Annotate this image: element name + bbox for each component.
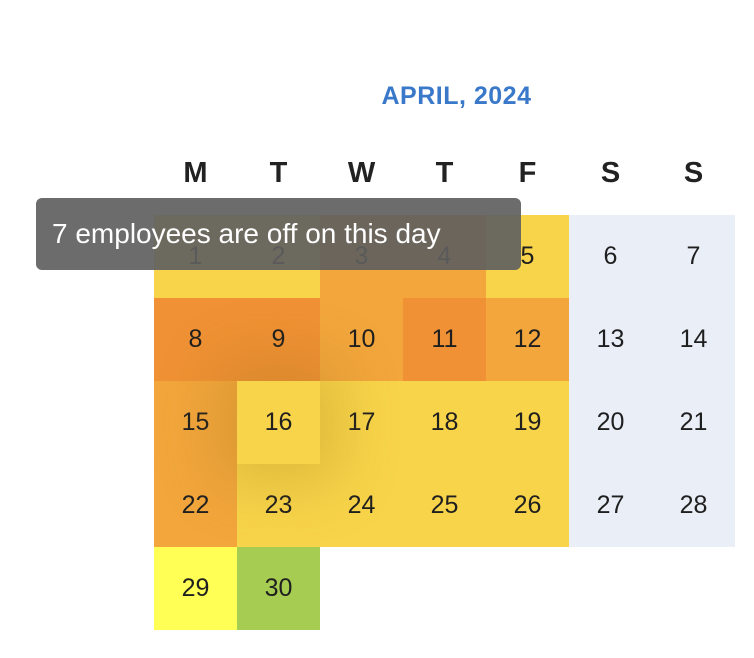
tooltip: 7 employees are off on this day: [36, 198, 521, 270]
day-cell[interactable]: 9: [237, 298, 320, 381]
day-cell-weekend[interactable]: 14: [652, 298, 735, 381]
day-cell[interactable]: 29: [154, 547, 237, 630]
day-cell[interactable]: 12: [486, 298, 569, 381]
weekday-wednesday: W: [347, 157, 376, 189]
day-cell-weekend[interactable]: 28: [652, 464, 735, 547]
day-cell[interactable]: 11: [403, 298, 486, 381]
day-cell[interactable]: 18: [403, 381, 486, 464]
weekday-sunday: S: [683, 157, 704, 189]
weekday-friday: F: [518, 157, 537, 189]
day-cell[interactable]: 24: [320, 464, 403, 547]
day-cell-weekend[interactable]: 27: [569, 464, 652, 547]
day-cell[interactable]: 10: [320, 298, 403, 381]
day-cell[interactable]: 30: [237, 547, 320, 630]
day-cell[interactable]: 17: [320, 381, 403, 464]
calendar-grid: 1 2 3 4 5 6 7 8 9 10 11 12 13 14 15 16 1…: [154, 215, 735, 630]
day-cell-weekend[interactable]: 7: [652, 215, 735, 298]
day-cell-weekend[interactable]: 13: [569, 298, 652, 381]
day-cell[interactable]: 22: [154, 464, 237, 547]
day-cell-weekend[interactable]: 21: [652, 381, 735, 464]
day-cell-hovered[interactable]: 16: [237, 381, 320, 464]
weekday-tuesday: T: [269, 157, 288, 189]
month-title: APRIL, 2024: [381, 82, 532, 110]
day-cell[interactable]: 15: [154, 381, 237, 464]
day-cell[interactable]: 19: [486, 381, 569, 464]
day-cell-weekend[interactable]: 6: [569, 215, 652, 298]
weekday-thursday: T: [435, 157, 454, 189]
day-cell[interactable]: 26: [486, 464, 569, 547]
weekday-monday: M: [183, 157, 208, 189]
weekday-header-row: M T W T F S S: [154, 153, 736, 193]
day-cell-weekend[interactable]: 20: [569, 381, 652, 464]
day-cell[interactable]: 8: [154, 298, 237, 381]
weekday-saturday: S: [600, 157, 621, 189]
day-cell[interactable]: 25: [403, 464, 486, 547]
day-cell[interactable]: 23: [237, 464, 320, 547]
